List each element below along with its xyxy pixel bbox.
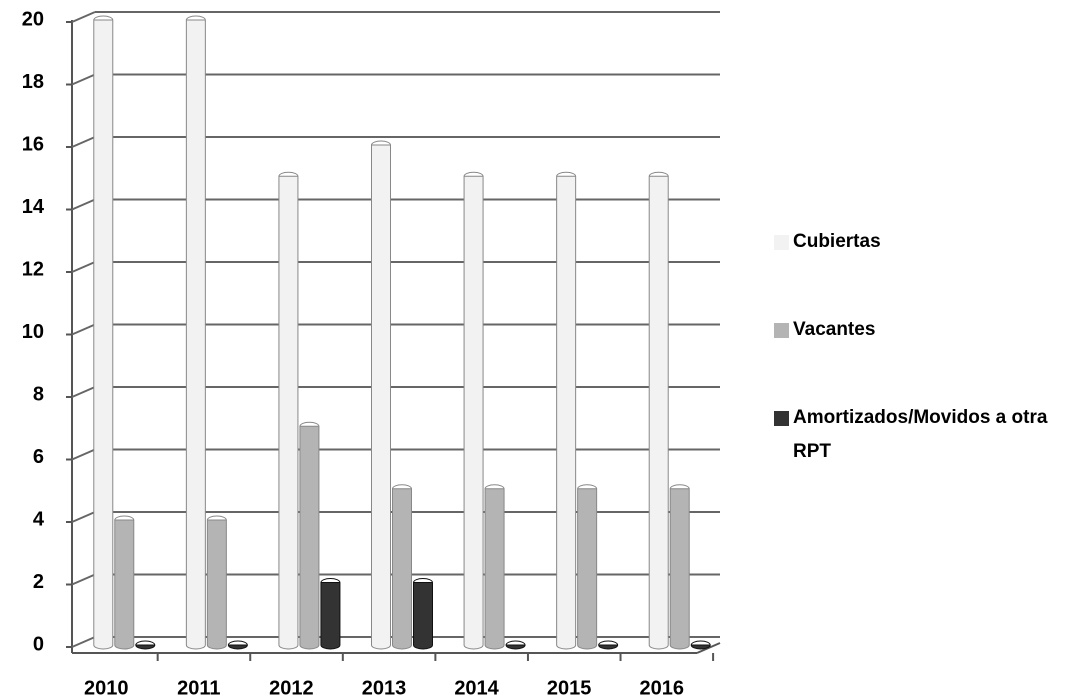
bar [505, 640, 526, 650]
y-tick-label: 4 [33, 508, 45, 530]
grid-line-depth [71, 323, 96, 336]
grid-line-depth [71, 511, 96, 523]
legend-swatch [774, 323, 789, 338]
y-tick-label: 14 [22, 196, 45, 218]
grid-line-depth [71, 11, 96, 23]
bar [320, 578, 341, 650]
legend-item: Amortizados/Movidos a otra RPT [774, 401, 1084, 469]
legend-label: Amortizados/Movidos a otra RPT [793, 407, 1048, 462]
bar [484, 484, 505, 650]
y-tick-label: 20 [22, 8, 44, 30]
bar [185, 15, 206, 650]
x-tick-label: 2012 [269, 677, 314, 699]
y-tick-label: 0 [33, 633, 44, 655]
bar [114, 515, 135, 650]
bar [669, 484, 690, 650]
bar [463, 171, 484, 650]
legend-label: Vacantes [793, 319, 876, 340]
bar [227, 640, 248, 650]
legend-item: Vacantes [774, 313, 1084, 347]
y-tick-label: 6 [33, 446, 44, 468]
grid-line-depth [71, 386, 96, 398]
bar [278, 171, 299, 650]
bar [556, 171, 577, 650]
x-axis-depth [696, 642, 721, 654]
bar [135, 640, 156, 650]
bar [577, 484, 598, 650]
x-tick-label: 2010 [84, 677, 129, 699]
grid-line-depth [71, 136, 96, 148]
legend: Cubiertas Vacantes Amortizados/Movidos a o… [774, 225, 1084, 523]
x-tick-label: 2014 [454, 677, 499, 699]
x-tick-label: 2013 [362, 677, 407, 699]
bar [371, 140, 392, 650]
legend-label: Cubiertas [793, 231, 881, 252]
y-tick-label: 18 [22, 71, 44, 93]
y-tick-label: 10 [22, 321, 44, 343]
y-tick-label: 8 [33, 383, 44, 405]
y-tick-label: 12 [22, 258, 44, 280]
x-tick-label: 2016 [639, 677, 684, 699]
legend-swatch [774, 235, 789, 250]
grid-line-depth [71, 448, 96, 461]
grid-line-depth [71, 73, 96, 86]
legend-swatch [774, 411, 789, 426]
bar [648, 171, 669, 650]
grid-line-depth [71, 573, 96, 586]
x-tick-label: 2011 [177, 677, 220, 699]
grid-line-depth [71, 636, 96, 648]
bar [392, 484, 413, 650]
grid-line-depth [71, 261, 96, 273]
y-tick-label: 16 [22, 133, 44, 155]
bar [206, 515, 227, 650]
bar [299, 421, 320, 650]
bar [598, 640, 619, 650]
x-tick-label: 2015 [547, 677, 592, 699]
y-tick-label: 2 [33, 571, 44, 593]
bar [690, 640, 711, 650]
legend-item: Cubiertas [774, 225, 1084, 259]
bar [413, 578, 434, 650]
grid-line-depth [71, 198, 96, 211]
bar [93, 15, 114, 650]
